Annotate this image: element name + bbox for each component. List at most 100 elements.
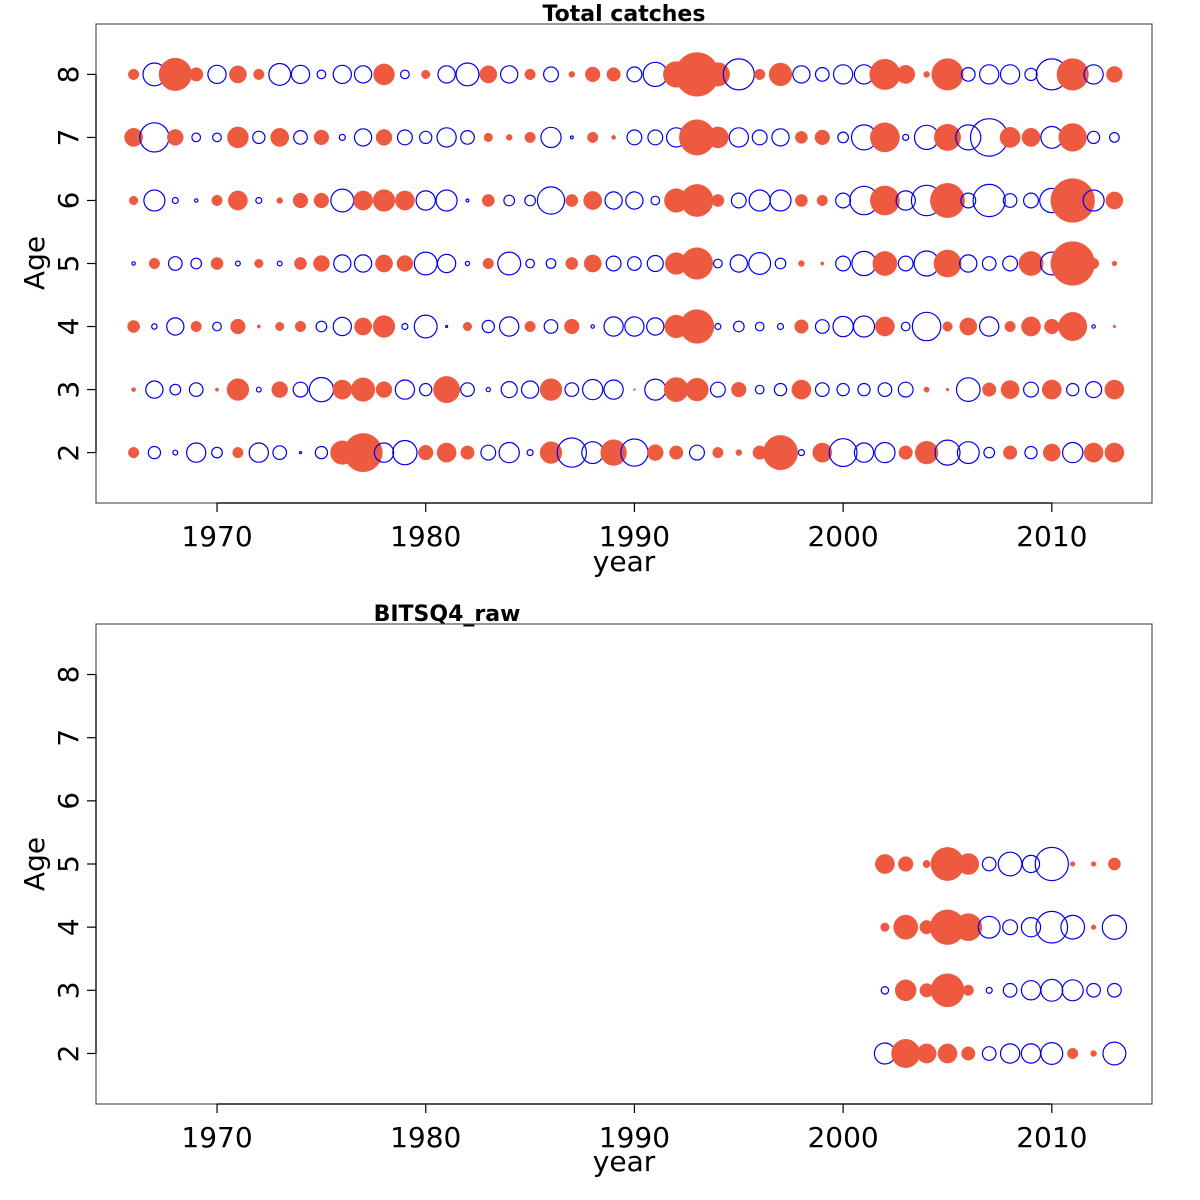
bubble-2011-age-2 <box>1067 1047 1079 1060</box>
bubble-1967-age-4 <box>151 323 158 330</box>
bubble-2009-age-3 <box>1020 980 1042 1001</box>
bubble-1969-age-2 <box>185 442 207 463</box>
y-tick-label: 6 <box>52 192 85 210</box>
bubble-2001-age-5 <box>851 250 877 277</box>
bubble-2011-age-6 <box>1050 178 1095 223</box>
bubble-2003-age-8 <box>896 65 916 84</box>
bubble-1971-age-2 <box>232 447 244 459</box>
bubble-2012-age-7 <box>1086 130 1101 145</box>
bubble-layer <box>124 52 1125 473</box>
bubble-1995-age-4 <box>732 320 745 333</box>
bubble-1996-age-8 <box>754 68 766 80</box>
x-tick-label: 1980 <box>390 520 461 553</box>
bubble-1994-age-2 <box>712 447 724 459</box>
bubble-1994-age-6 <box>711 194 725 207</box>
bubble-1975-age-6 <box>313 192 330 209</box>
bubble-1971-age-6 <box>228 190 248 211</box>
bubble-2003-age-5 <box>898 856 914 872</box>
bubble-1972-age-8 <box>253 68 265 80</box>
bubble-2013-age-4 <box>1101 914 1128 940</box>
bubble-1987-age-2 <box>556 437 588 468</box>
bubble-1969-age-4 <box>190 320 202 333</box>
bubble-1988-age-6 <box>583 191 603 210</box>
bubble-2010-age-4 <box>1044 318 1060 335</box>
bubble-2004-age-8 <box>923 71 930 78</box>
bubble-1982-age-5 <box>464 260 471 267</box>
bubble-1989-age-4 <box>603 316 624 337</box>
bubble-1981-age-8 <box>437 65 456 84</box>
bubble-1994-age-7 <box>707 126 729 149</box>
bubble-1977-age-7 <box>353 128 373 147</box>
bubble-2006-age-4 <box>954 913 983 942</box>
bubble-1998-age-6 <box>795 194 808 207</box>
bubble-2004-age-2 <box>914 440 939 465</box>
bubble-2006-age-7 <box>955 124 982 151</box>
bubble-1987-age-4 <box>564 318 580 335</box>
bubble-1991-age-5 <box>646 254 664 273</box>
bubble-1987-age-5 <box>565 257 579 270</box>
bubble-2003-age-3 <box>897 381 914 398</box>
x-tick-label: 2000 <box>807 520 878 553</box>
bubble-1997-age-6 <box>769 189 792 212</box>
bubble-2009-age-3 <box>1022 381 1039 398</box>
bubble-2012-age-2 <box>1083 442 1104 463</box>
bubble-1988-age-3 <box>582 378 604 401</box>
bubble-1967-age-7 <box>139 122 170 153</box>
bubble-2011-age-4 <box>1060 914 1086 940</box>
bubble-1992-age-2 <box>669 445 684 460</box>
bubble-1980-age-4 <box>413 314 438 339</box>
bubble-2007-age-5 <box>981 256 997 271</box>
y-axis: 2 3 4 5 6 7 8 <box>52 66 97 461</box>
bubble-1991-age-3 <box>644 378 667 401</box>
bubble-1984-age-2 <box>498 441 520 464</box>
bubble-2005-age-2 <box>937 1043 958 1064</box>
bubble-1974-age-5 <box>294 257 307 270</box>
y-tick-label: 2 <box>52 1045 85 1063</box>
y-tick-label: 5 <box>52 855 85 873</box>
bubble-1968-age-5 <box>167 256 183 271</box>
bubble-2006-age-6 <box>960 192 977 209</box>
bubble-1975-age-4 <box>315 320 328 333</box>
bubble-2002-age-3 <box>877 382 893 398</box>
bubble-1970-age-5 <box>210 257 224 270</box>
bubble-1995-age-7 <box>728 127 750 148</box>
bubble-1966-age-8 <box>128 68 140 80</box>
bubble-2005-age-7 <box>934 123 961 151</box>
bubble-2003-age-5 <box>897 255 914 272</box>
bubble-1977-age-2 <box>343 433 383 473</box>
bubble-1977-age-4 <box>354 317 372 336</box>
bubble-1980-age-5 <box>413 251 438 276</box>
bubble-1978-age-2 <box>373 442 395 463</box>
bubble-1968-age-4 <box>166 317 185 336</box>
x-tick-label: 1990 <box>599 1121 670 1154</box>
bubble-1986-age-5 <box>545 258 557 269</box>
bubble-1969-age-3 <box>188 382 204 398</box>
bubble-2006-age-5 <box>959 254 978 273</box>
bubble-1993-age-3 <box>685 377 709 402</box>
y-tick-label: 4 <box>52 918 85 936</box>
bubble-2007-age-6 <box>972 183 1006 218</box>
bubble-1989-age-5 <box>605 255 622 272</box>
bubble-1994-age-4 <box>714 322 722 331</box>
bubble-1986-age-4 <box>543 319 559 334</box>
bubble-2005-age-5 <box>933 249 962 278</box>
bubble-1998-age-5 <box>798 260 805 267</box>
bubble-1974-age-4 <box>294 320 307 333</box>
bubble-1980-age-6 <box>415 190 436 211</box>
bubble-1998-age-7 <box>795 131 808 144</box>
bubble-1972-age-2 <box>248 442 269 463</box>
bubble-1997-age-3 <box>773 382 788 397</box>
bubble-1999-age-4 <box>814 319 830 334</box>
bubble-1978-age-4 <box>372 315 396 338</box>
bubble-1999-age-2 <box>812 442 833 463</box>
bubble-2004-age-5 <box>922 860 931 868</box>
bubble-1975-age-7 <box>313 129 330 146</box>
bubble-1986-age-2 <box>539 441 563 464</box>
bubble-2009-age-5 <box>1018 251 1044 276</box>
bubble-1974-age-8 <box>290 64 311 85</box>
bubble-1995-age-6 <box>730 192 747 209</box>
bubble-1981-age-2 <box>436 442 457 463</box>
bubble-1993-age-5 <box>680 247 714 280</box>
bubble-1973-age-6 <box>276 197 283 204</box>
bubble-1988-age-8 <box>585 66 601 83</box>
